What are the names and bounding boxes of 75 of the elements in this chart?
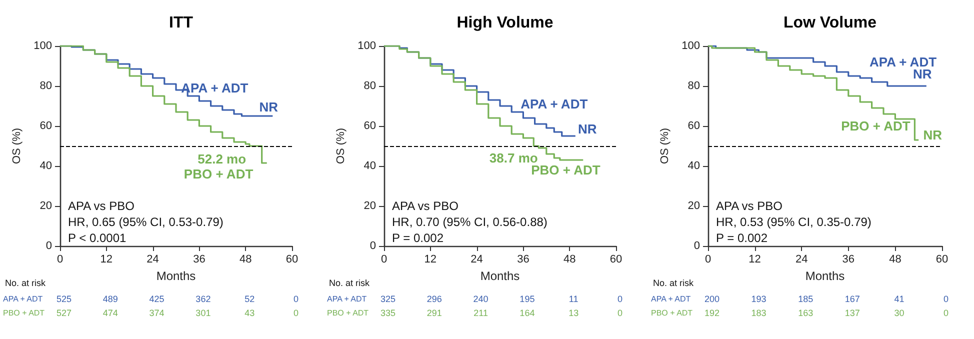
text: PBO + ADT 527 474 374 301 43 0 — [3, 308, 299, 318]
x-tick-label: 36 — [842, 254, 855, 266]
text: APA + ADT 200 193 185 167 41 0 — [651, 294, 949, 304]
text: PBO + ADT 335 291 211 164 13 0 — [327, 308, 623, 318]
series-label: APA + ADT — [520, 96, 588, 112]
y-tick-label: 100 — [358, 40, 376, 52]
series-label: APA + ADT — [869, 54, 937, 70]
y-tick-label: 80 — [40, 80, 52, 92]
y-tick-label: 40 — [688, 160, 700, 172]
x-tick-label: 24 — [795, 254, 808, 266]
annotation: APA vs PBO — [716, 199, 782, 213]
x-tick-label: 60 — [936, 254, 948, 266]
x-tick-label: 48 — [239, 254, 252, 266]
annotation: P = 0.002 — [716, 231, 768, 245]
annotation: HR, 0.65 (95% CI, 0.53-0.79) — [68, 215, 224, 229]
text: No. at risk — [329, 278, 370, 288]
series-label: PBO + ADT — [841, 118, 910, 134]
annotation: APA vs PBO — [68, 199, 134, 213]
annotation: 52.2 mo — [198, 152, 246, 166]
y-tick-label: 80 — [688, 80, 700, 92]
chart-title: ITT — [169, 14, 194, 32]
series-label: PBO + ADT — [184, 166, 254, 182]
annotation: HR, 0.70 (95% CI, 0.56-0.88) — [392, 215, 548, 229]
y-tick-label: 20 — [364, 200, 376, 212]
series-label: PBO + ADT — [531, 162, 600, 178]
annotation: P < 0.0001 — [68, 231, 126, 245]
annotation: P = 0.002 — [392, 231, 444, 245]
x-tick-label: 24 — [146, 254, 159, 266]
y-tick-label: 80 — [364, 80, 376, 92]
x-tick-label: 36 — [517, 254, 530, 266]
series-label: APA + ADT — [181, 80, 248, 96]
text: No. at risk — [5, 278, 46, 288]
x-tick-label: 12 — [748, 254, 761, 266]
y-tick-label: 40 — [364, 160, 376, 172]
x-tick-label: 48 — [563, 254, 576, 266]
annotation: NR — [923, 128, 943, 142]
x-tick-label: 0 — [704, 254, 712, 266]
y-tick-label: 100 — [682, 40, 700, 52]
y-tick-label: 20 — [688, 200, 700, 212]
text: APA + ADT 325 296 240 195 11 0 — [327, 294, 623, 304]
y-axis-title: OS (%) — [335, 128, 348, 164]
y-tick-label: 0 — [694, 240, 700, 252]
y-axis-title: OS (%) — [11, 128, 24, 164]
x-tick-label: 0 — [56, 254, 64, 266]
x-tick-label: 0 — [380, 254, 388, 266]
annotation: NR — [913, 66, 932, 82]
y-tick-label: 0 — [46, 240, 52, 252]
chart-title: Low Volume — [783, 14, 877, 32]
y-tick-label: 60 — [364, 120, 376, 132]
x-tick-label: 12 — [424, 254, 437, 266]
x-tick-label: 48 — [889, 254, 902, 266]
x-tick-label: 12 — [100, 254, 113, 266]
y-tick-label: 20 — [40, 200, 52, 212]
annotation: NR — [259, 100, 279, 114]
x-tick-label: 36 — [193, 254, 206, 266]
y-tick-label: 100 — [34, 40, 52, 52]
x-tick-label: 24 — [470, 254, 483, 266]
y-tick-label: 60 — [40, 120, 52, 132]
x-axis-title: Months — [156, 269, 196, 283]
chart-title: High Volume — [456, 14, 554, 32]
y-tick-label: 60 — [688, 120, 700, 132]
x-tick-label: 60 — [286, 254, 298, 266]
text: No. at risk — [653, 278, 694, 288]
x-axis-title: Months — [480, 269, 520, 283]
annotation: NR — [578, 122, 598, 136]
x-tick-label: 60 — [610, 254, 622, 266]
y-axis-title: OS (%) — [659, 128, 672, 164]
y-tick-label: 40 — [40, 160, 52, 172]
annotation: 38.7 mo — [489, 150, 538, 166]
text: PBO + ADT 192 183 163 137 30 0 — [651, 308, 949, 318]
annotation: APA vs PBO — [392, 199, 458, 213]
x-axis-title: Months — [805, 269, 845, 283]
annotation: HR, 0.53 (95% CI, 0.35-0.79) — [716, 215, 872, 229]
y-tick-label: 0 — [370, 240, 376, 252]
text: APA + ADT 525 489 425 362 52 0 — [3, 294, 299, 304]
